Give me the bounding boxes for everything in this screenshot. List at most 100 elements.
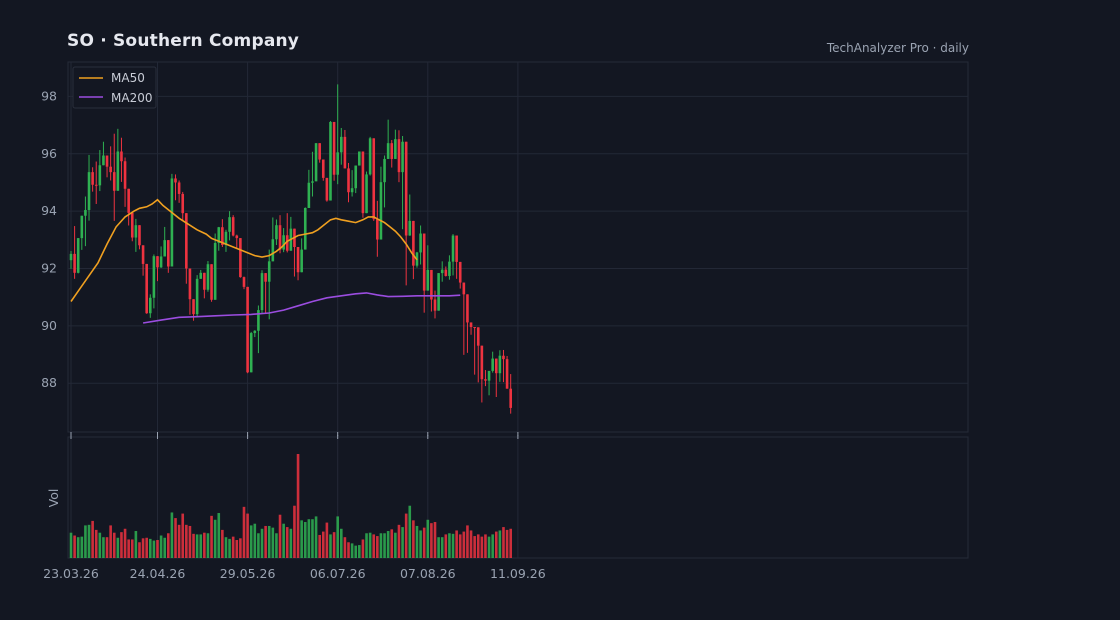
candle-body — [203, 272, 206, 290]
candle-body — [376, 219, 379, 240]
candle-body — [448, 261, 451, 276]
candle-body — [505, 359, 509, 389]
volume-bar — [275, 533, 278, 558]
candle-body — [231, 217, 235, 236]
volume-bar — [404, 513, 408, 558]
candle-body — [433, 299, 437, 311]
candle-body — [264, 273, 267, 282]
volume-bar — [509, 528, 512, 558]
volume-bar — [203, 532, 206, 558]
candle-body — [156, 256, 159, 268]
candle-body — [109, 166, 112, 173]
volume-bar — [138, 542, 141, 558]
candle-body — [91, 172, 94, 185]
volume-bar — [285, 527, 289, 558]
candle-body — [267, 261, 271, 282]
volume-bar — [383, 533, 386, 558]
volume-bar — [264, 525, 267, 558]
candle-body — [426, 269, 430, 291]
volume-bar — [141, 538, 145, 558]
candle-body — [235, 235, 239, 239]
candle-body — [116, 151, 120, 191]
volume-bar — [296, 454, 300, 558]
volume-bar — [376, 536, 379, 558]
volume-bar — [494, 531, 498, 558]
y-tick-label: 92 — [41, 261, 57, 276]
candle-body — [350, 188, 354, 193]
volume-bar — [210, 515, 213, 558]
volume-bar — [502, 527, 505, 558]
volume-bar — [307, 519, 311, 558]
candle-body — [134, 225, 138, 238]
volume-bar — [152, 540, 156, 558]
volume-bar — [368, 532, 372, 558]
candle-body — [386, 143, 390, 159]
candle-body — [159, 256, 163, 268]
candle-body — [484, 379, 487, 381]
candle-body — [430, 269, 433, 300]
candle-body — [275, 225, 278, 240]
candle-body — [224, 231, 228, 245]
volume-bar — [206, 533, 210, 558]
legend-label-ma200: MA200 — [111, 91, 152, 105]
candle-body — [394, 139, 397, 159]
volume-bar — [253, 523, 257, 558]
volume-bar — [159, 535, 163, 558]
x-tick-label: 29.05.26 — [220, 566, 276, 581]
x-tick-label: 11.09.26 — [490, 566, 546, 581]
volume-bar — [249, 525, 253, 558]
candle-body — [336, 152, 339, 175]
volume-bar — [260, 528, 264, 558]
candle-body — [408, 220, 412, 236]
candle-body — [300, 249, 303, 273]
candle-body — [152, 256, 156, 298]
volume-bar — [289, 528, 293, 558]
candle-body — [372, 138, 376, 220]
volume-bar — [462, 531, 466, 558]
candle-body — [206, 264, 210, 290]
volume-bar — [231, 536, 235, 558]
volume-bar — [437, 537, 440, 558]
candle-body — [195, 278, 199, 315]
volume-bar — [311, 519, 314, 558]
candle-body — [102, 155, 105, 166]
candle-body — [498, 355, 502, 374]
candle-body — [167, 240, 170, 267]
volume-bar — [112, 532, 116, 558]
legend-label-ma50: MA50 — [111, 71, 145, 85]
candle-body — [487, 370, 491, 381]
volume-bar — [267, 525, 271, 558]
candle-body — [458, 261, 462, 283]
volume-bar — [76, 537, 80, 558]
volume-bar — [156, 540, 159, 558]
x-tick-label: 06.07.26 — [310, 566, 366, 581]
candle-body — [368, 138, 372, 175]
volume-bar — [444, 534, 448, 558]
y-tick-label: 88 — [41, 375, 57, 390]
volume-bar — [278, 514, 282, 558]
volume-bar — [300, 520, 303, 558]
candle-body — [141, 245, 145, 264]
volume-bar — [487, 536, 491, 558]
volume-bar — [224, 537, 228, 558]
volume-bar — [80, 536, 84, 558]
candle-body — [145, 263, 148, 314]
volume-bar — [314, 516, 318, 558]
candle-body — [163, 240, 167, 257]
volume-bar — [199, 534, 203, 558]
volume-bar — [473, 536, 476, 558]
candle-body — [354, 165, 358, 189]
volume-bar — [293, 505, 296, 558]
candle-body — [332, 121, 336, 175]
candle-body — [494, 358, 498, 374]
candle-body — [491, 358, 494, 371]
candle-body — [307, 182, 311, 208]
candle-body — [221, 227, 224, 245]
volume-bar — [390, 529, 394, 558]
volume-bar — [484, 534, 487, 558]
volume-bar — [163, 537, 167, 558]
candle-body — [138, 225, 141, 246]
volume-panel: 23.03.26 24.04.26 29.05.26 06.07.26 07.08.26… — [43, 435, 969, 581]
chart-legend: MA50 MA200 — [72, 66, 157, 109]
candle-body — [170, 178, 174, 267]
